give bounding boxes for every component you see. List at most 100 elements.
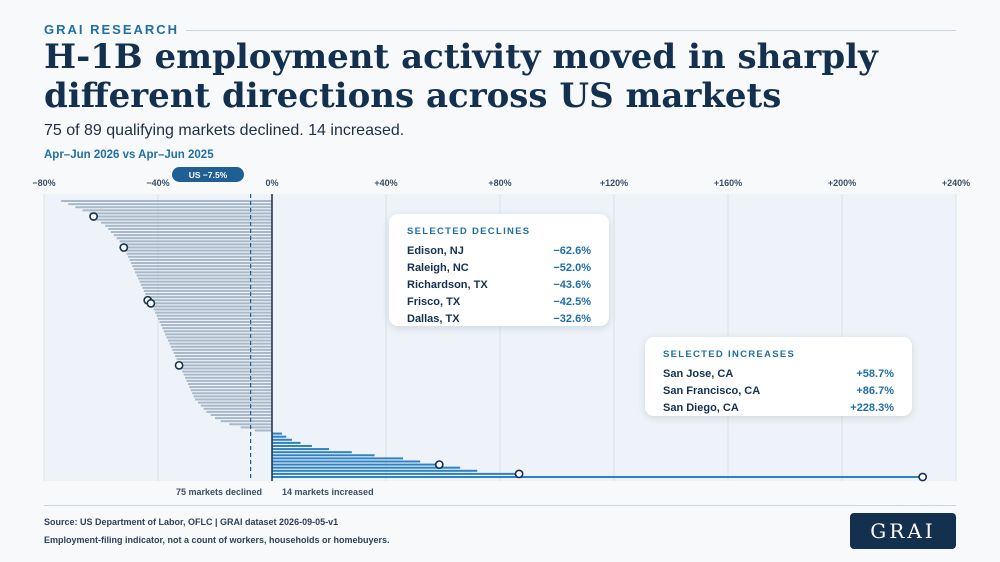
decline-bar: [163, 330, 272, 333]
decline-bar: [159, 320, 272, 323]
decline-bar: [193, 395, 272, 398]
market-change-value: −52.0%: [553, 262, 591, 274]
decline-bar: [146, 296, 272, 299]
market-name: San Jose, CA: [663, 368, 734, 380]
decline-bar: [185, 376, 272, 379]
decline-bar: [140, 283, 272, 286]
x-tick-label: +240%: [942, 178, 970, 188]
market-name: Edison, NJ: [407, 245, 464, 257]
decline-bar: [132, 265, 272, 268]
decline-bar: [160, 324, 272, 327]
footer-divider: [44, 505, 956, 506]
decline-bar: [108, 227, 272, 230]
decline-bar: [145, 293, 272, 296]
decline-bar: [116, 237, 272, 240]
selected-market-marker: [146, 298, 156, 308]
decline-bar: [93, 215, 272, 218]
selected-market-marker: [119, 243, 129, 252]
selected-increases-title: SELECTED INCREASES: [663, 349, 796, 360]
decline-bar: [179, 364, 272, 367]
decline-bar: [152, 305, 272, 308]
selected-market-row: San Jose, CA +58.7%: [663, 366, 894, 383]
market-name: Dallas, TX: [407, 313, 460, 325]
increase-bar: [272, 463, 440, 466]
decline-bar: [177, 361, 272, 364]
decline-bar: [61, 200, 272, 202]
decline-bar: [170, 345, 272, 348]
increase-bar: [272, 476, 923, 478]
selected-market-row: Edison, NJ −62.6%: [407, 243, 591, 260]
decline-bar: [229, 423, 272, 426]
increase-bar: [272, 454, 375, 457]
increase-bar: [272, 448, 329, 451]
source-note: Source: US Department of Labor, OFLC | G…: [44, 517, 339, 527]
market-change-value: −62.6%: [553, 245, 591, 257]
market-change-value: −42.5%: [553, 296, 591, 308]
increase-bar: [272, 444, 312, 447]
decline-bar: [180, 367, 272, 370]
increase-bar: [272, 457, 404, 460]
selected-market-marker: [514, 469, 524, 479]
decline-bar: [175, 355, 272, 358]
decline-bar: [110, 231, 272, 234]
decline-bar: [96, 218, 272, 221]
decline-bar: [186, 379, 272, 382]
brand-divider: [186, 30, 956, 31]
selected-increases-card: SELECTED INCREASES San Jose, CA +58.7% San…: [645, 337, 912, 416]
increase-bar: [272, 469, 478, 472]
disclaimer-note: Employment-filing indicator, not a count…: [44, 535, 390, 545]
decline-bar: [150, 302, 272, 305]
decline-bar: [143, 289, 272, 292]
decline-bar: [68, 203, 272, 206]
market-change-value: +228.3%: [850, 402, 894, 414]
decline-bar: [89, 212, 272, 215]
declined-count-label: 75 markets declined: [176, 487, 262, 497]
decline-bar: [123, 246, 272, 249]
decline-bar: [192, 392, 272, 395]
decline-bar: [142, 286, 272, 289]
decline-bar: [147, 299, 272, 302]
grai-logo: GRAI: [850, 513, 956, 549]
decline-bar: [125, 249, 272, 252]
selected-declines-title: SELECTED DECLINES: [407, 226, 531, 237]
decline-bar: [105, 224, 273, 227]
x-tick-label: +200%: [828, 178, 856, 188]
increase-bar: [272, 441, 301, 444]
brand-row: GRAI RESEARCH: [44, 22, 956, 38]
decline-bar: [135, 271, 272, 274]
market-name: Frisco, TX: [407, 296, 461, 308]
x-tick-label: +120%: [600, 178, 628, 188]
market-change-value: −43.6%: [553, 279, 591, 291]
selected-market-marker: [434, 460, 444, 469]
decline-bar: [240, 426, 272, 429]
decline-bar: [182, 370, 272, 373]
decline-bar: [130, 262, 272, 265]
decline-bar: [189, 386, 272, 389]
decline-bar: [203, 407, 272, 410]
decline-bar: [156, 314, 272, 317]
decline-bar: [210, 413, 272, 416]
selected-market-marker: [174, 360, 184, 370]
decline-bar: [75, 206, 272, 209]
period-label: Apr–Jun 2026 vs Apr–Jun 2025: [44, 149, 214, 161]
page-subtitle: 75 of 89 qualifying markets declined. 14…: [44, 122, 405, 139]
selected-declines-card: SELECTED DECLINES Edison, NJ −62.6% Raleig…: [389, 214, 609, 326]
decline-bar: [162, 327, 272, 330]
us-reference-pill: [172, 167, 244, 182]
x-tick-label: 0%: [265, 178, 278, 188]
market-name: Raleigh, NC: [407, 262, 469, 274]
x-tick-label: +80%: [488, 178, 511, 188]
decline-bar: [183, 373, 272, 376]
decline-bar: [200, 404, 272, 407]
increase-bar: [272, 472, 520, 475]
selected-market-row: Dallas, TX −32.6%: [407, 311, 591, 328]
decline-bar: [136, 274, 272, 277]
decline-bar: [173, 351, 272, 354]
decline-bar: [190, 389, 272, 392]
selected-market-marker: [89, 212, 98, 221]
decline-bar: [165, 333, 272, 336]
decline-bar: [169, 342, 272, 345]
decline-bar: [197, 401, 272, 404]
selected-market-row: San Francisco, CA +86.7%: [663, 383, 894, 400]
decline-bar: [122, 243, 272, 246]
